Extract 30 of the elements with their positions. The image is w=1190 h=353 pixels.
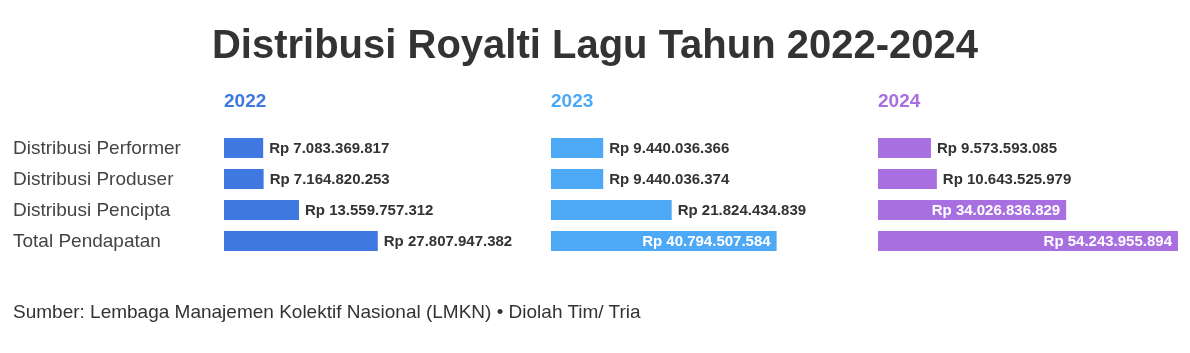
data-label: Rp 13.559.757.312 [304, 201, 434, 219]
data-label: Rp 7.083.369.817 [269, 139, 390, 157]
text: Distribusi Royalti Lagu Tahun 2022-2024 [210, 22, 980, 67]
y-tick-label: Distribusi Produser [13, 168, 175, 190]
chart-title: 2023 [551, 90, 594, 111]
data-label: Rp 40.794.507.584 [642, 232, 772, 250]
chart-title: 2022 [224, 90, 267, 111]
y-tick-label: Distribusi Pencipta [13, 199, 171, 221]
data-label: Rp 34.026.836.829 [931, 201, 1061, 219]
data-label: Rp 54.243.955.894 [1043, 232, 1173, 250]
chart-title: 2024 [878, 90, 922, 113]
bar [224, 231, 378, 251]
bar [224, 169, 264, 189]
bar [878, 138, 931, 158]
bar [878, 169, 937, 189]
data-label: Rp 10.643.525.979 [942, 170, 1072, 188]
y-tick-label: Total Pendapatan [13, 230, 161, 252]
data-label: Rp 21.824.434.839 [677, 201, 807, 219]
bar [224, 138, 264, 158]
y-tick-label: Distribusi Performer [13, 137, 182, 159]
data-label: Rp 7.164.820.253 [269, 170, 390, 188]
bar [551, 138, 604, 158]
text: Sumber: Lembaga Manajemen Kolektif Nasional (LMKN) • Diolah Tim/ Tria [13, 301, 642, 323]
data-label: Rp 27.807.947.382 [383, 232, 513, 250]
bar [551, 169, 604, 189]
bar [551, 200, 672, 220]
bar [224, 200, 299, 220]
data-label: Rp 9.440.036.374 [609, 170, 730, 188]
data-label: Rp 9.573.593.085 [936, 139, 1058, 157]
data-label: Rp 9.440.036.366 [609, 139, 730, 157]
